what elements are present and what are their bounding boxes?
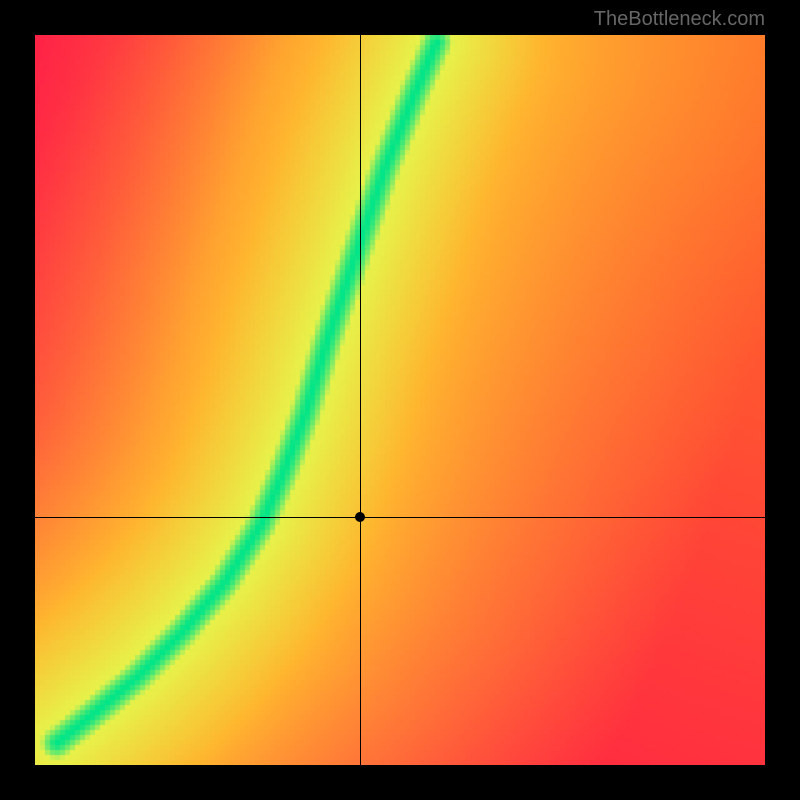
heatmap-plot [35, 35, 765, 765]
crosshair-horizontal [35, 517, 765, 518]
crosshair-vertical [360, 35, 361, 765]
selection-marker[interactable] [355, 512, 365, 522]
watermark-text: TheBottleneck.com [594, 8, 765, 31]
heatmap-canvas [35, 35, 765, 765]
